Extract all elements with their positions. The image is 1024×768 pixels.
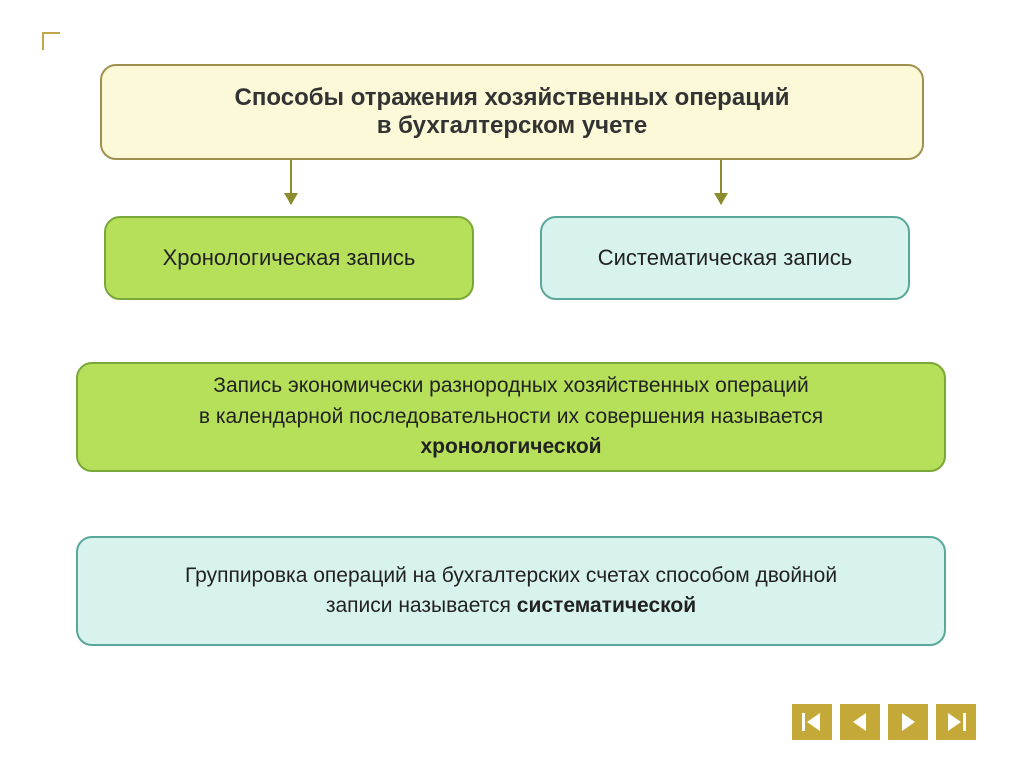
method-systematic: Систематическая запись — [540, 216, 910, 300]
title-line1: Способы отражения хозяйственных операций — [235, 84, 790, 112]
nav-prev-button[interactable] — [840, 704, 880, 740]
description-systematic: Группировка операций на бухгалтерских сч… — [76, 536, 946, 646]
nav-last-button[interactable] — [936, 704, 976, 740]
arrow-to-systematic — [720, 160, 722, 204]
desc-chrono-line1: Запись экономически разнородных хозяйств… — [213, 371, 808, 401]
title-line2: в бухгалтерском учете — [377, 112, 648, 140]
method-chronological-label: Хронологическая запись — [163, 245, 416, 271]
desc-system-line2: записи называется систематической — [326, 591, 696, 621]
next-icon — [899, 713, 917, 731]
nav-next-button[interactable] — [888, 704, 928, 740]
desc-chrono-line2: в календарной последовательности их сове… — [199, 402, 823, 432]
nav-buttons — [792, 704, 976, 740]
method-chronological: Хронологическая запись — [104, 216, 474, 300]
desc-system-prefix: записи называется — [326, 594, 517, 617]
desc-system-line1: Группировка операций на бухгалтерских сч… — [185, 561, 837, 591]
method-systematic-label: Систематическая запись — [598, 245, 853, 271]
first-icon — [802, 713, 822, 731]
corner-decoration — [42, 32, 60, 50]
description-chronological: Запись экономически разнородных хозяйств… — [76, 362, 946, 472]
nav-first-button[interactable] — [792, 704, 832, 740]
desc-chrono-bold: хронологической — [420, 432, 601, 462]
prev-icon — [851, 713, 869, 731]
title-box: Способы отражения хозяйственных операций… — [100, 64, 924, 160]
last-icon — [946, 713, 966, 731]
desc-system-bold: систематической — [517, 594, 696, 617]
arrow-to-chronological — [290, 160, 292, 204]
